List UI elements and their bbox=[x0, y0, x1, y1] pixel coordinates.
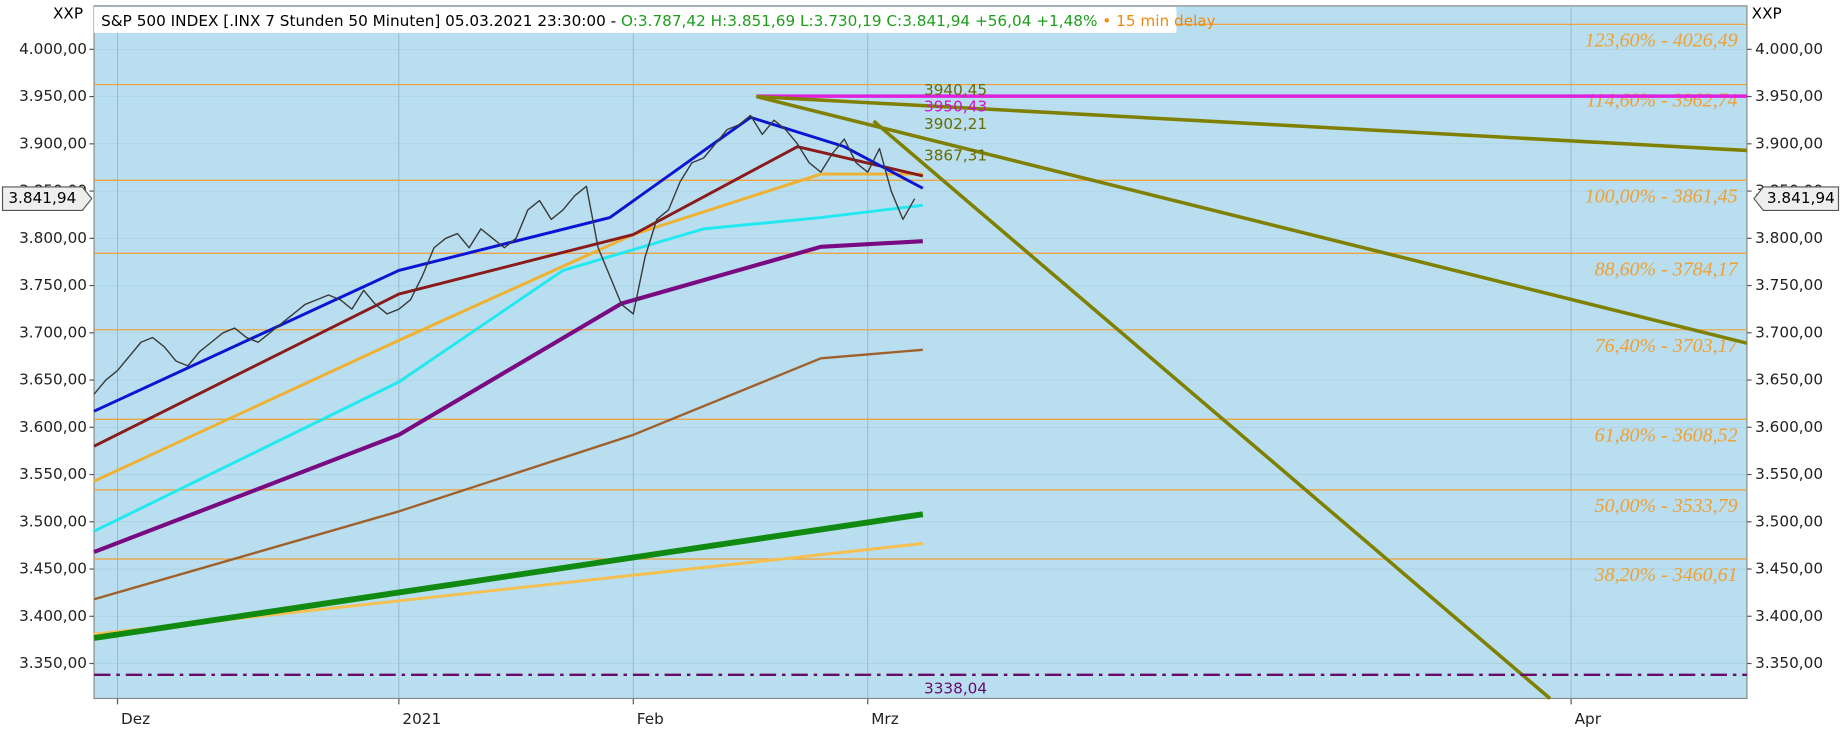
y-tick-label: 3.350,00 bbox=[19, 654, 87, 672]
x-tick-label: 2021 bbox=[402, 710, 441, 728]
x-tick-label: Mrz bbox=[871, 710, 898, 728]
fib-label: 61,80% - 3608,52 bbox=[1595, 424, 1738, 446]
y-tick-label: 3.450,00 bbox=[1755, 560, 1823, 578]
y-tick-label: 3.500,00 bbox=[1755, 512, 1823, 530]
series-line bbox=[93, 114, 916, 395]
series-line bbox=[93, 348, 923, 601]
y-tick-label: 3.800,00 bbox=[1755, 229, 1823, 247]
corner-label: XXP bbox=[53, 5, 83, 23]
x-tick-label: Dez bbox=[121, 710, 150, 728]
y-tick-label: 3.400,00 bbox=[19, 607, 87, 625]
fib-label: 123,60% - 4026,49 bbox=[1585, 29, 1738, 51]
corner-label: XXP bbox=[1752, 5, 1782, 23]
x-tick-label: Apr bbox=[1575, 710, 1602, 728]
y-tick-label: 3.950,00 bbox=[19, 87, 87, 105]
y-tick-label: 3.600,00 bbox=[1755, 418, 1823, 436]
y-tick-label: 3.450,00 bbox=[19, 560, 87, 578]
trendline bbox=[755, 94, 1748, 345]
y-tick-label: 3.700,00 bbox=[1755, 323, 1823, 341]
y-tick-label: 3.750,00 bbox=[1755, 276, 1823, 294]
y-tick-label: 3.350,00 bbox=[1755, 654, 1823, 672]
series-line bbox=[93, 115, 924, 413]
price-tag bbox=[1, 186, 93, 212]
y-tick-label: 3.650,00 bbox=[1755, 371, 1823, 389]
annotation: 3902,21 bbox=[924, 115, 987, 133]
trendline bbox=[756, 94, 1748, 153]
header-part: O:3.787,42 H:3.851,69 L:3.730,19 C:3.841… bbox=[621, 12, 1097, 30]
plot-area bbox=[93, 5, 1748, 700]
fib-label: 76,40% - 3703,17 bbox=[1595, 335, 1739, 357]
fib-label: 114,60% - 3962,74 bbox=[1586, 90, 1737, 112]
series-line bbox=[93, 203, 924, 533]
y-tick-label: 3.900,00 bbox=[19, 134, 87, 152]
y-tick-label: 3.950,00 bbox=[1755, 87, 1823, 105]
y-tick-label: 4.000,00 bbox=[19, 40, 87, 58]
annotation: 3940,45 bbox=[924, 81, 987, 99]
fib-label: 88,60% - 3784,17 bbox=[1595, 258, 1739, 280]
y-tick-label: 3.600,00 bbox=[19, 418, 87, 436]
series-line bbox=[93, 145, 924, 448]
y-tick-label: 3.500,00 bbox=[19, 512, 87, 530]
y-tick-label: 3.700,00 bbox=[19, 323, 87, 341]
price-tag bbox=[1753, 186, 1840, 212]
fib-label: 100,00% - 3861,45 bbox=[1585, 185, 1738, 207]
header-box bbox=[94, 7, 1177, 33]
annotation: 3338,04 bbox=[924, 679, 987, 697]
y-tick-label: 3.800,00 bbox=[19, 229, 87, 247]
y-tick-label: 3.650,00 bbox=[19, 371, 87, 389]
price-tag-label: 3.841,94 bbox=[8, 189, 76, 207]
trendline bbox=[872, 119, 1552, 700]
header-part: • 15 min delay bbox=[1097, 12, 1215, 30]
y-tick-label: 3.550,00 bbox=[19, 465, 87, 483]
header-part: S&P 500 INDEX [.INX 7 Stunden 50 Minuten… bbox=[101, 12, 621, 30]
series-line bbox=[93, 511, 924, 641]
y-tick-label: 3.400,00 bbox=[1755, 607, 1823, 625]
layer: 123,60% - 4026,49 114,60% - 3962,74 100,00… bbox=[89, 5, 1752, 705]
y-tick-label: 3.750,00 bbox=[19, 276, 87, 294]
fib-label: 50,00% - 3533,79 bbox=[1595, 495, 1738, 517]
fib-label: 38,20% - 3460,61 bbox=[1594, 564, 1738, 586]
header: S&P 500 INDEX [.INX 7 Stunden 50 Minuten… bbox=[101, 12, 1216, 30]
y-tick-label: 3.900,00 bbox=[1755, 134, 1823, 152]
y-tick-label: 3.550,00 bbox=[1755, 465, 1823, 483]
annotation: 3867,31 bbox=[924, 147, 987, 165]
annotation: 3950,43 bbox=[924, 97, 987, 115]
price-tag-label: 3.841,94 bbox=[1767, 189, 1835, 207]
y-tick-label: 4.000,00 bbox=[1755, 40, 1823, 58]
x-tick-label: Feb bbox=[637, 710, 664, 728]
